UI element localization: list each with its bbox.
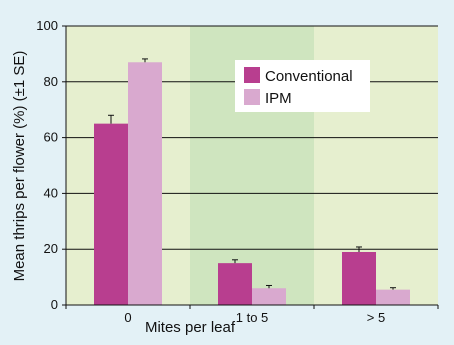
y-tick-label: 0 (51, 297, 58, 312)
x-axis-title: Mites per leaf (145, 319, 236, 336)
y-tick-label: 80 (44, 74, 58, 89)
legend-label-conventional: Conventional (265, 68, 353, 85)
bar (128, 62, 162, 305)
x-tick-label: 0 (124, 310, 131, 325)
y-tick-label: 100 (36, 18, 58, 33)
x-tick-label: > 5 (367, 310, 385, 325)
bar (94, 123, 128, 306)
y-tick-label: 60 (44, 130, 58, 145)
legend-label-ipm: IPM (265, 90, 292, 107)
axes (62, 25, 439, 309)
legend-swatch-conventional (244, 67, 260, 83)
bars (94, 58, 410, 306)
legend: Conventional IPM (235, 60, 370, 112)
bar (376, 289, 410, 305)
y-tick-label: 20 (44, 241, 58, 256)
legend-swatch-ipm (244, 89, 260, 105)
x-tick-label: 1 to 5 (236, 310, 269, 325)
bar (218, 263, 252, 305)
y-tick-label: 40 (44, 185, 58, 200)
bar (252, 288, 286, 305)
bar (342, 251, 376, 305)
x-tick-labels: 0 1 to 5 > 5 (124, 310, 385, 325)
y-axis-title: Mean thrips per flower (%) (±1 SE) (11, 51, 28, 282)
y-tick-labels: 0 20 40 60 80 100 (36, 18, 58, 312)
